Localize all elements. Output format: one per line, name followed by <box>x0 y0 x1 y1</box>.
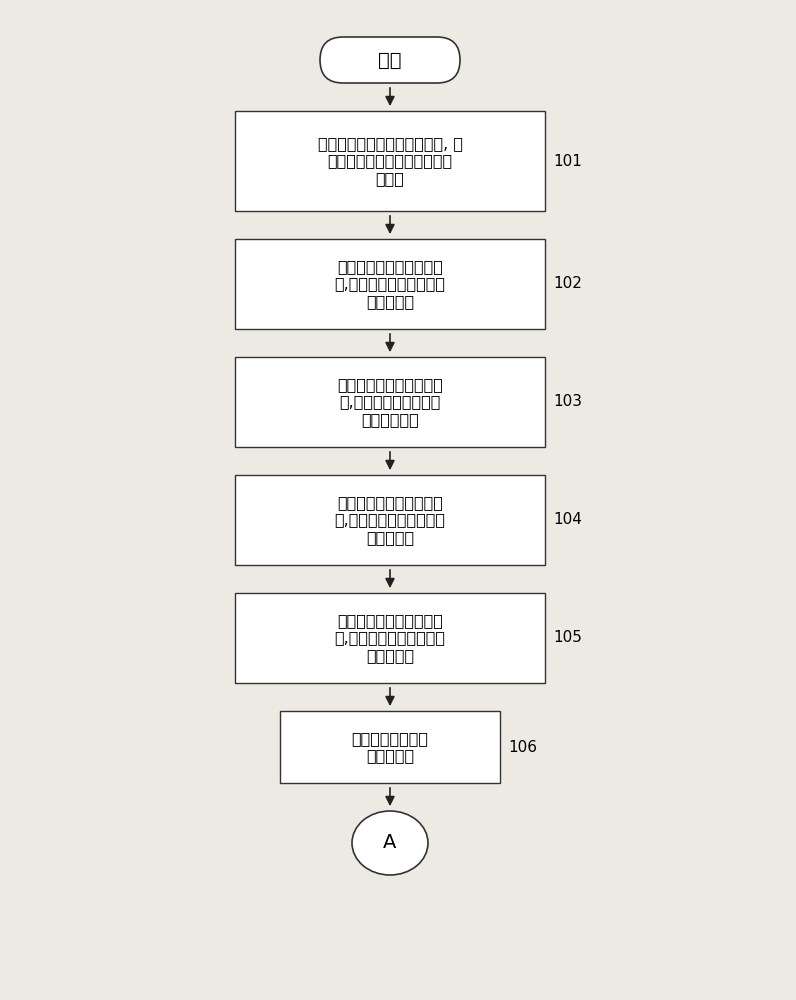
Bar <box>235 111 545 211</box>
Text: 刺激値: 刺激値 <box>376 171 404 186</box>
Text: 计算该面板的白色: 计算该面板的白色 <box>352 731 428 746</box>
Text: 色测量刺激値: 色测量刺激値 <box>361 412 419 427</box>
Text: 在面板上显示一第一白色影像, 测: 在面板上显示一第一白色影像, 测 <box>318 136 462 151</box>
Bar <box>280 711 500 783</box>
Text: 105: 105 <box>553 631 582 646</box>
Ellipse shape <box>352 811 428 875</box>
Text: 像,测量出对应的一组蓝色: 像,测量出对应的一组蓝色 <box>334 512 446 528</box>
Text: 开始: 开始 <box>378 50 402 70</box>
Text: 测量刺激値: 测量刺激値 <box>366 530 414 545</box>
Text: 102: 102 <box>553 276 582 292</box>
Text: 在面板上显示一全黑色影: 在面板上显示一全黑色影 <box>337 613 443 628</box>
Bar <box>235 239 545 329</box>
Bar <box>235 357 545 447</box>
FancyBboxPatch shape <box>320 37 460 83</box>
Text: 在面板上显示一全蓝色影: 在面板上显示一全蓝色影 <box>337 495 443 510</box>
Text: 量出对应的一组原始白色测量: 量出对应的一组原始白色测量 <box>327 153 453 168</box>
Text: 像,测量出对应的一组黑色: 像,测量出对应的一组黑色 <box>334 631 446 646</box>
Text: 106: 106 <box>508 740 537 754</box>
Bar <box>235 475 545 565</box>
Bar <box>235 593 545 683</box>
Text: 测量刺激値: 测量刺激値 <box>366 294 414 309</box>
Text: A: A <box>384 834 396 852</box>
Text: 104: 104 <box>553 512 582 528</box>
Text: 像,测量出对应的一组红色: 像,测量出对应的一组红色 <box>334 276 446 292</box>
Text: 在面板上显示一全红色影: 在面板上显示一全红色影 <box>337 259 443 274</box>
Text: 103: 103 <box>553 394 582 410</box>
Text: 像,测量出对应的一组绻: 像,测量出对应的一组绻 <box>339 394 441 410</box>
Text: 在面板上显示一全绻色影: 在面板上显示一全绻色影 <box>337 377 443 392</box>
Text: 测量刺激値: 测量刺激値 <box>366 648 414 663</box>
Text: 亮度曲线値: 亮度曲线値 <box>366 748 414 763</box>
Text: 101: 101 <box>553 153 582 168</box>
